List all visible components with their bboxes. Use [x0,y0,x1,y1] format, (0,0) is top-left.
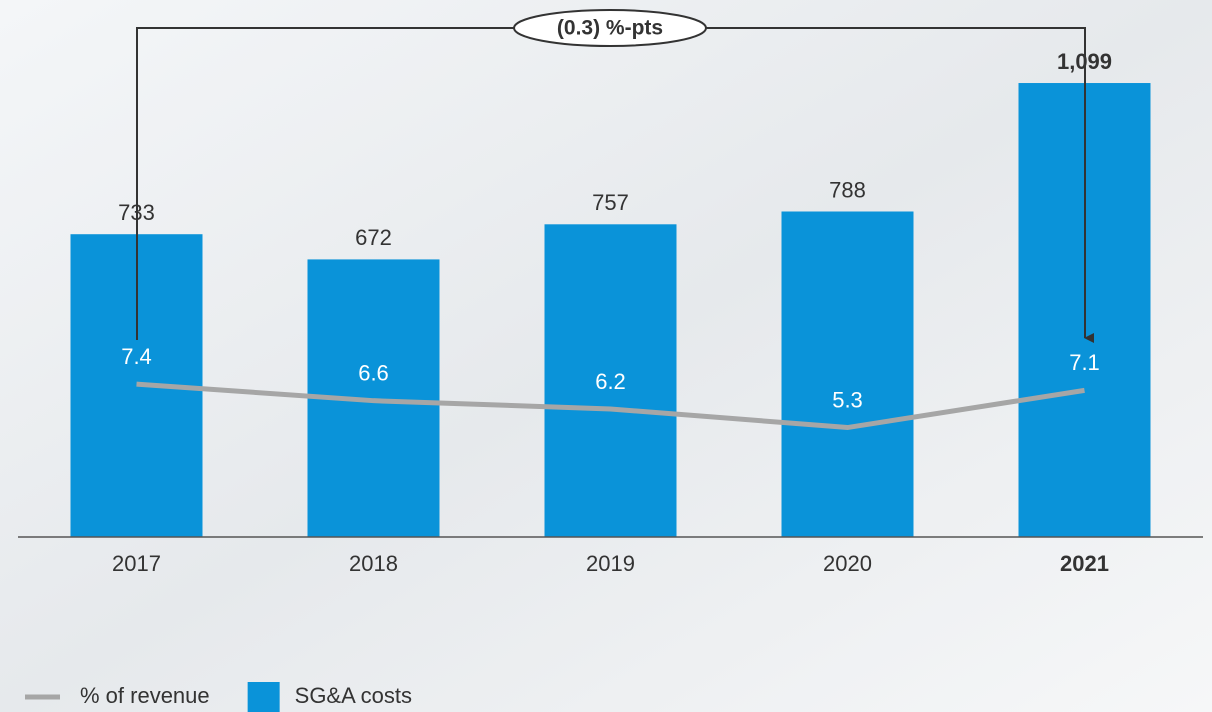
x-tick-label: 2017 [112,551,161,576]
x-tick-label: 2020 [823,551,872,576]
line-value-label: 6.2 [595,369,626,394]
bar [782,211,914,537]
line-value-label: 6.6 [358,360,389,385]
bar-value-label: 672 [355,225,392,250]
x-tick-label: 2019 [586,551,635,576]
line-value-label: 7.4 [121,344,152,369]
bar-value-label: 757 [592,190,629,215]
legend-label: % of revenue [80,683,210,708]
legend-swatch [248,682,280,712]
legend-label: SG&A costs [295,683,412,708]
x-tick-label: 2018 [349,551,398,576]
line-value-label: 7.1 [1069,350,1100,375]
bar-value-label: 788 [829,177,866,202]
line-value-label: 5.3 [832,387,863,412]
annotation: (0.3) %-pts [557,17,663,40]
x-tick-label: 2021 [1060,551,1109,576]
chart: 201720182019202020217336727577881,0997.4… [0,0,1212,712]
